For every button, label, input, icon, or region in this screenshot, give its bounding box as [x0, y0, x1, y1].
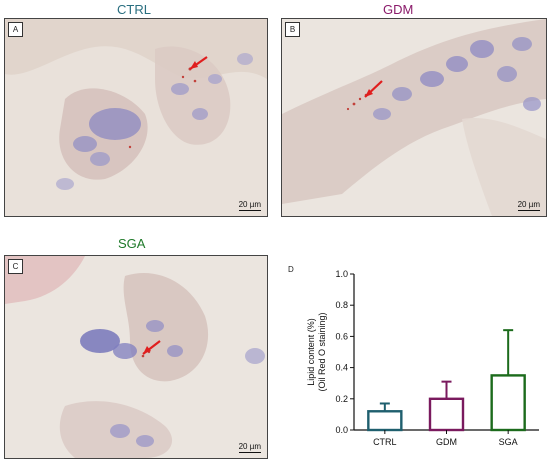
panel-c-scale-label: 20 µm: [238, 441, 261, 451]
y-tick-label: 0.0: [335, 425, 348, 435]
bar-ctrl: [367, 410, 403, 432]
panel-b-scale-label: 20 µm: [517, 199, 540, 209]
y-axis-label: Lipid content (%): [306, 318, 316, 386]
panel-a-letter: A: [8, 22, 23, 37]
panel-c-scale-bar: 20 µm: [238, 441, 261, 453]
panel-b-micrograph: B 20 µm: [281, 18, 547, 217]
panel-a-micrograph: A 20 µm: [4, 18, 268, 217]
panel-c-title: SGA: [118, 236, 146, 251]
x-tick-label: GDM: [436, 437, 457, 447]
panel-b-scale-bar: 20 µm: [517, 199, 540, 211]
panel-d-letter: D: [288, 265, 294, 274]
panel-a-title: CTRL: [117, 2, 151, 17]
panel-c-letter: C: [8, 259, 23, 274]
y-tick-label: 0.6: [335, 331, 348, 341]
x-tick-label: SGA: [499, 437, 518, 447]
panel-c-micrograph: C 20 µm: [4, 255, 268, 459]
panel-b-title: GDM: [383, 2, 414, 17]
y-tick-label: 0.8: [335, 300, 348, 310]
panel-a-scale-label: 20 µm: [238, 199, 261, 209]
lipid-content-bar-chart: D 0.0 0.2 0.4 0.6 0.8 1.0 Lipid content (%) (Oi…: [288, 265, 539, 447]
micrograph-c-image: [5, 256, 267, 458]
y-tick-label: 0.4: [335, 363, 348, 373]
panel-a-scale-bar: 20 µm: [238, 199, 261, 211]
bar-sga: [490, 374, 526, 432]
y-tick-label: 0.2: [335, 394, 348, 404]
micrograph-b-image: [282, 19, 546, 216]
panel-b-letter: B: [285, 22, 300, 37]
y-tick-label: 1.0: [335, 269, 348, 279]
bar-gdm: [428, 397, 465, 432]
y-axis-label-sub: (Oil Red O staining): [317, 312, 327, 391]
x-tick-label: CTRL: [373, 437, 397, 447]
micrograph-a-image: [5, 19, 267, 216]
